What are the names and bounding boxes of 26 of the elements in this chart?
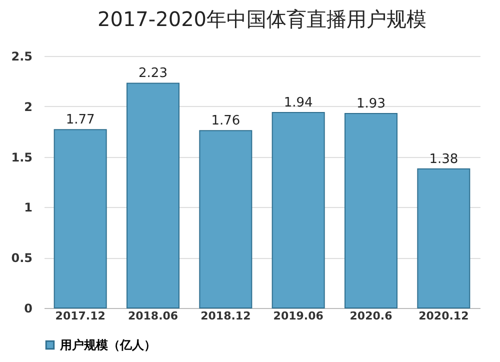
- bar: [344, 112, 398, 308]
- x-tick-label: 2020.12: [418, 310, 469, 322]
- bar: [272, 112, 325, 308]
- data-label: 1.94: [284, 95, 313, 110]
- bar: [199, 130, 252, 308]
- x-tick-label: 2017.12: [55, 310, 106, 322]
- bar: [54, 129, 107, 308]
- x-tick-label: 2018.06: [128, 310, 178, 322]
- x-tick-label: 2019.06: [273, 310, 324, 322]
- legend-label: 用户规模（亿人）: [59, 338, 156, 352]
- data-label: 1.77: [66, 112, 95, 128]
- y-tick-label: 0: [24, 302, 32, 316]
- data-label: 1.93: [356, 96, 386, 112]
- bar: [417, 168, 470, 308]
- data-label: 1.76: [211, 114, 240, 129]
- data-label: 1.38: [429, 152, 458, 167]
- data-label: 2.23: [138, 66, 168, 82]
- x-tick-label: 2018.12: [200, 310, 251, 322]
- bar: [126, 82, 180, 308]
- y-tick-label: 2.5: [11, 50, 32, 64]
- y-tick-label: 1.5: [11, 150, 32, 164]
- y-tick-label: 0.5: [11, 251, 32, 266]
- x-tick-label: 2020.6: [350, 310, 393, 322]
- chart-title: 2017-2020年中国体育直播用户规模: [97, 7, 427, 31]
- y-tick-label: 1: [24, 200, 32, 215]
- y-tick-label: 2: [24, 100, 32, 114]
